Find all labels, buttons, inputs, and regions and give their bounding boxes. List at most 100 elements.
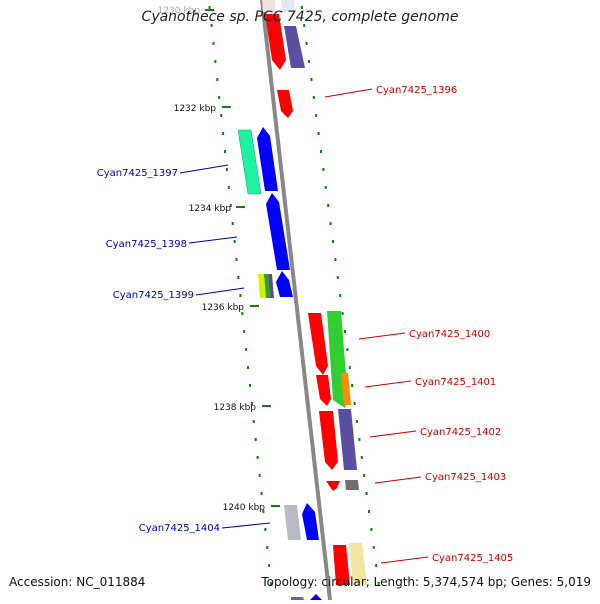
tick-label: 1234 kbp	[189, 204, 232, 214]
guide-dot	[320, 150, 322, 153]
guide-dot	[233, 240, 236, 243]
gene-arrow[interactable]	[338, 409, 357, 470]
guide-dot	[368, 510, 370, 513]
leader-line	[380, 556, 429, 564]
gene-label[interactable]: Cyan7425_1401	[415, 377, 496, 388]
gene-label[interactable]: Cyan7425_1402	[420, 427, 501, 438]
accession-text: Accession: NC_011884	[9, 575, 146, 589]
tick-label: 1232 kbp	[174, 104, 217, 114]
gene-arrow[interactable]	[291, 597, 304, 600]
guide-dot	[224, 150, 226, 153]
gene-arrow[interactable]	[345, 480, 359, 490]
guide-dot	[303, 24, 306, 27]
gene-arrow[interactable]	[302, 503, 319, 540]
gene-arrow[interactable]	[265, 14, 286, 70]
guide-dot	[312, 96, 315, 99]
guide-dot	[243, 330, 246, 333]
gene-arrow[interactable]	[268, 274, 274, 298]
guide-dot	[237, 276, 240, 279]
guide-dot	[341, 312, 344, 315]
guide-dot	[375, 564, 378, 567]
gene-arrow	[281, 0, 295, 12]
gene-label[interactable]: Cyan7425_1403	[425, 472, 506, 483]
guide-dot	[208, 6, 211, 9]
guide-dot	[218, 96, 221, 99]
leader-line	[374, 476, 422, 484]
guide-dot	[365, 492, 368, 495]
gene-arrow[interactable]	[349, 543, 367, 585]
tick-marks	[205, 9, 280, 507]
tick-label: 1238 kbp	[214, 403, 257, 413]
tick-label: 1240 kbp	[223, 503, 266, 513]
leader-line	[369, 430, 417, 438]
guide-dot	[268, 564, 271, 567]
gene-arrow[interactable]	[326, 481, 340, 491]
guide-dot	[329, 222, 332, 225]
gene-label[interactable]: Cyan7425_1400	[409, 329, 490, 340]
guide-dot	[305, 42, 308, 45]
guide-dot	[225, 168, 228, 171]
gene-arrow[interactable]	[341, 373, 351, 405]
gene-arrow[interactable]	[284, 505, 301, 540]
gene-label[interactable]: Cyan7425_1405	[432, 553, 513, 564]
guide-dot	[229, 204, 232, 207]
leader-line	[324, 88, 373, 98]
guide-dot	[370, 528, 373, 531]
gene-arrow[interactable]	[276, 271, 293, 297]
leader-line	[188, 236, 238, 244]
guide-dot	[270, 582, 273, 585]
gene-arrow[interactable]	[257, 127, 278, 191]
gene-arrow[interactable]	[333, 545, 350, 585]
guide-dot	[351, 384, 354, 387]
guide-dot	[360, 456, 363, 459]
tick-mark	[250, 305, 259, 307]
guide-dot	[356, 420, 358, 423]
guide-dot	[348, 366, 351, 369]
guide-dot	[260, 492, 263, 495]
guide-dot	[334, 258, 337, 261]
track-guide-dots	[208, 6, 380, 585]
guide-dot	[231, 222, 234, 225]
tick-mark	[236, 206, 245, 208]
gene-arrow[interactable]	[266, 193, 290, 270]
gene-arrow[interactable]	[308, 313, 328, 375]
gene-label[interactable]: Cyan7425_1396	[376, 85, 457, 96]
guide-dot	[252, 420, 255, 423]
leader-lines	[179, 88, 429, 564]
guide-dot	[310, 78, 313, 81]
gene-arrow[interactable]	[310, 594, 322, 600]
gene-arrow[interactable]	[237, 129, 262, 195]
guide-dot	[324, 186, 327, 189]
guide-dot	[327, 204, 330, 207]
guide-dot	[250, 402, 253, 405]
gene-label[interactable]: Cyan7425_1397	[97, 168, 178, 179]
gene-arrow[interactable]	[277, 90, 293, 118]
guide-dot	[363, 474, 366, 477]
leader-line	[179, 164, 229, 174]
gene-label[interactable]: Cyan7425_1404	[139, 523, 220, 534]
gene-arrow[interactable]	[319, 411, 338, 470]
guide-dot	[336, 276, 339, 279]
leader-line	[195, 287, 245, 296]
gene-arrow[interactable]	[316, 375, 331, 406]
guide-dot	[372, 546, 375, 549]
guide-dot	[241, 312, 244, 315]
guide-dot	[239, 294, 242, 297]
guide-dot	[227, 186, 230, 189]
guide-dot	[235, 258, 238, 261]
tick-label: 1236 kbp	[202, 303, 245, 313]
guide-dot	[300, 6, 303, 9]
topology-text: Topology: circular; Length: 5,374,574 bp…	[261, 575, 591, 589]
guide-dot	[353, 402, 356, 405]
gene-label[interactable]: Cyan7425_1399	[113, 290, 194, 301]
guide-dot	[258, 474, 261, 477]
guide-dot	[220, 114, 223, 117]
tick-mark	[205, 9, 214, 11]
guide-dot	[245, 348, 248, 351]
forward-strand-genes	[262, 0, 367, 585]
leader-line	[221, 522, 271, 529]
gene-label[interactable]: Cyan7425_1398	[106, 239, 187, 250]
gene-arrow[interactable]	[284, 26, 305, 68]
tick-label: 1230 kbp	[158, 6, 201, 16]
